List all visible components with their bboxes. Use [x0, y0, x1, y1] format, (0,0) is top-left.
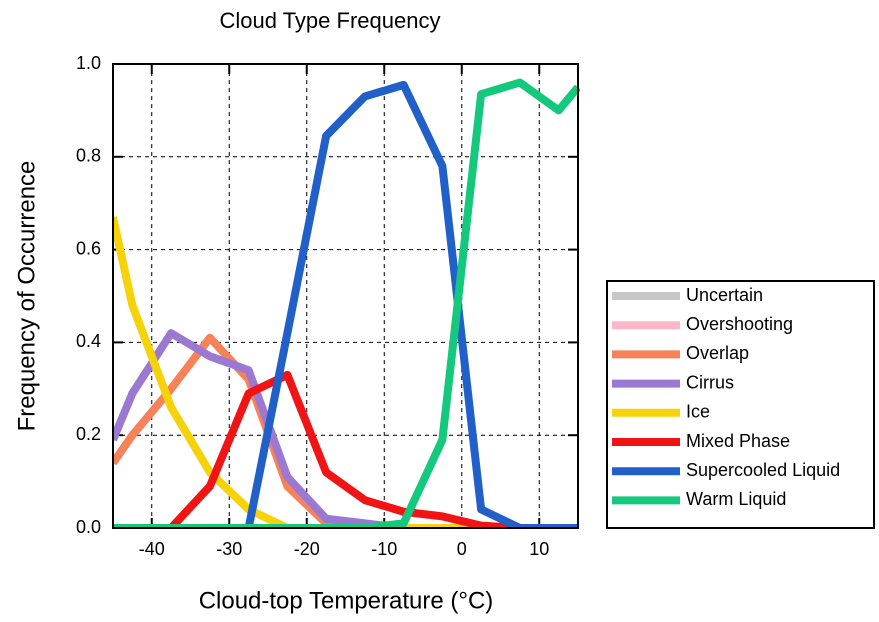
x-tick-label: 10 — [529, 539, 549, 559]
x-axis-label: Cloud-top Temperature (°C) — [199, 587, 494, 614]
y-tick-label: 0.4 — [76, 331, 101, 351]
legend-label: Mixed Phase — [686, 431, 790, 451]
y-tick-label: 0.8 — [76, 146, 101, 166]
chart-title: Cloud Type Frequency — [220, 8, 441, 33]
y-axis-label: Frequency of Occurrence — [13, 161, 40, 432]
series-line — [113, 80, 578, 528]
y-tick-label: 0.6 — [76, 238, 101, 258]
legend-label: Overshooting — [686, 314, 793, 334]
plot-frame — [112, 63, 579, 529]
legend-label: Cirrus — [686, 372, 734, 392]
legend-label: Overlap — [686, 343, 749, 363]
series-line — [113, 78, 580, 528]
x-tick-label: -30 — [216, 539, 242, 559]
y-tick-label: 1.0 — [76, 53, 101, 73]
series-line — [113, 370, 578, 528]
legend-label: Supercooled Liquid — [686, 460, 840, 480]
y-tick-label: 0.2 — [76, 424, 101, 444]
legend-label: Uncertain — [686, 285, 763, 305]
y-tick-label: 0.0 — [76, 517, 101, 537]
legend-label: Warm Liquid — [686, 489, 786, 509]
x-tick-label: 0 — [457, 539, 467, 559]
series-line — [113, 329, 578, 528]
x-tick-label: -10 — [371, 539, 397, 559]
x-tick-label: -20 — [294, 539, 320, 559]
series-line — [113, 216, 578, 528]
legend-label: Ice — [686, 402, 710, 422]
x-tick-label: -40 — [139, 539, 165, 559]
